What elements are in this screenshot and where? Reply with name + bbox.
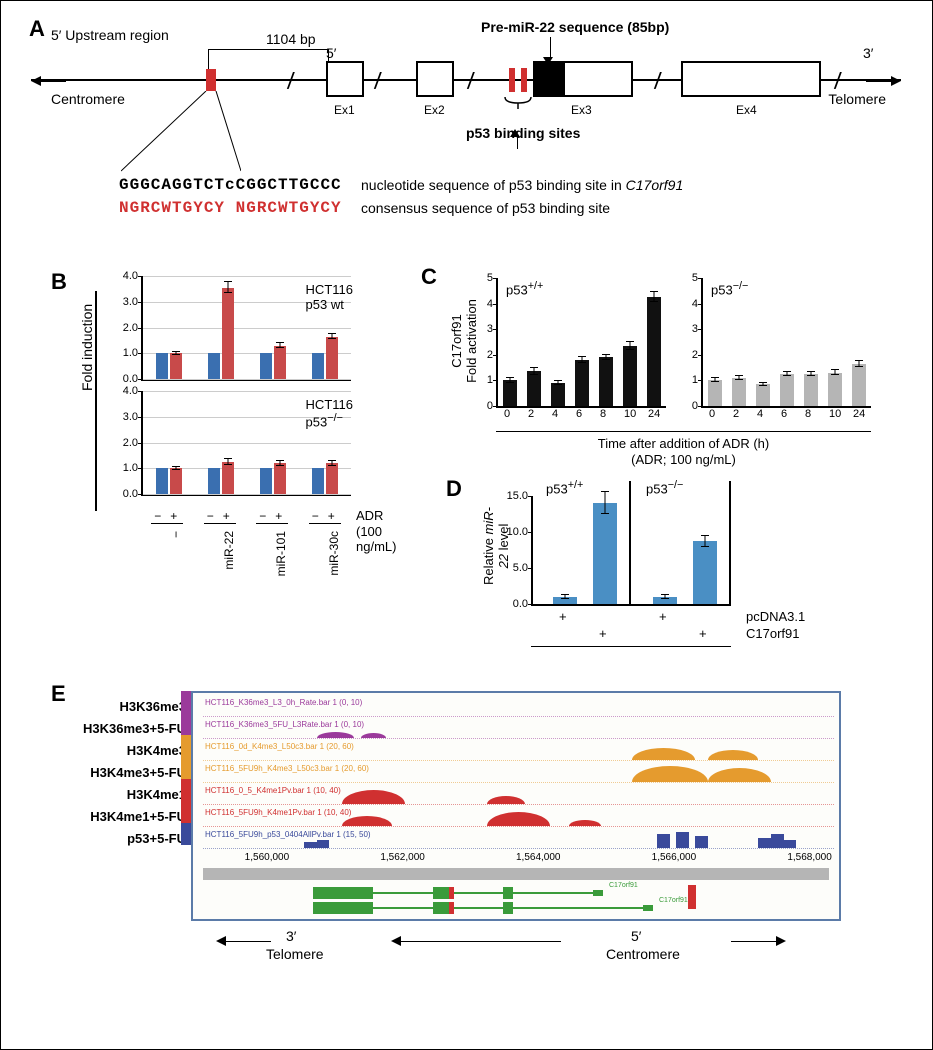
c1-title: p53+/+ <box>506 280 543 297</box>
d-divider <box>629 481 631 606</box>
brace <box>208 49 209 69</box>
chart-c-wt: 012345024681024 p53+/+ <box>496 278 666 408</box>
upstream-label: 5′ Upstream region <box>51 27 169 43</box>
seq1-desc: nucleotide sequence of p53 binding site … <box>361 177 683 193</box>
e-direction-arrow <box>391 936 561 946</box>
c2-title: p53−/− <box>711 280 748 297</box>
c-xlabel2: (ADR; 100 ng/mL) <box>496 452 871 467</box>
zoom-lines <box>121 91 241 176</box>
seq-consensus: NGRCWTGYCY NGRCWTGYCY <box>119 199 342 217</box>
b-yaxis-bar <box>95 291 97 511</box>
bp-label: 1104 bp <box>266 31 316 47</box>
c-ylabel: C17orf91Fold activation <box>449 276 479 406</box>
d-title2: p53−/− <box>646 479 683 496</box>
telomere-label: Telomere <box>828 91 886 107</box>
ex1-label: Ex1 <box>334 103 355 117</box>
b-adr-label: ADR(100 ng/mL) <box>356 508 396 555</box>
e-five: 5′ <box>631 928 641 944</box>
seq2-desc: consensus sequence of p53 binding site <box>361 200 610 216</box>
track-box: HCT116_K36me3_L3_0h_Rate.bar 1 (0, 10)HC… <box>191 691 841 921</box>
e-centromere-arrow <box>731 936 786 946</box>
panel-c: C17orf91Fold activation 012345024681024 … <box>431 266 891 456</box>
ex3-label: Ex3 <box>571 103 592 117</box>
exon2 <box>416 61 454 97</box>
d-title1: p53+/+ <box>546 479 583 496</box>
seq-observed: GGGCAGGTCTcCGGCTTGCCC <box>119 176 342 194</box>
e-telomere-arrow <box>216 936 271 946</box>
d-underline <box>531 646 731 647</box>
ex4-label: Ex4 <box>736 103 757 117</box>
three-prime: 3′ <box>863 45 873 61</box>
d-divider <box>729 481 731 606</box>
b-ylabel: Fold induction <box>79 304 95 391</box>
panel-d: Relative miR-22 level 0.05.010.015.0 p53… <box>461 481 861 661</box>
panel-e: H3K36me3H3K36me3+5-FUH3K4me3H3K4me3+5-FU… <box>51 691 881 1011</box>
e-three: 3′ <box>286 928 296 944</box>
b-xlabels: −+−−+miR-22−+miR-101−+miR-30c <box>141 531 351 586</box>
exon4 <box>681 61 821 97</box>
p53-site-intron <box>509 68 515 92</box>
e-telomere: Telomere <box>266 946 324 962</box>
chart-b-ko: 0.01.02.03.04.0 HCT116p53−/− <box>141 391 351 496</box>
chart-d: 0.05.010.015.0 <box>531 496 731 606</box>
ex2-label: Ex2 <box>424 103 445 117</box>
panel-label-b: B <box>51 269 67 295</box>
e-centromere: Centromere <box>606 946 680 962</box>
telomere-arrow <box>866 76 901 86</box>
p53-site-upstream <box>206 69 216 91</box>
panel-label-d: D <box>446 476 462 502</box>
brace <box>208 49 328 50</box>
centromere-arrow <box>31 76 66 86</box>
context-bar <box>203 868 829 880</box>
b2-title: HCT116p53−/− <box>306 397 353 429</box>
d-row2: C17orf91 <box>746 626 799 641</box>
upstream-p53-mark <box>688 885 696 909</box>
p53-sites-label: p53 binding sites <box>466 125 580 141</box>
five-prime: 5′ <box>326 45 336 61</box>
c-xlabel1: Time after addition of ADR (h) <box>496 436 871 451</box>
premir-arrow <box>547 37 553 65</box>
pre-mir-label: Pre-miR-22 sequence (85bp) <box>481 19 669 35</box>
coords: 1,560,0001,562,0001,564,0001,566,0001,56… <box>193 845 839 863</box>
p53-site-intron <box>521 68 527 92</box>
d-row1: pcDNA3.1 <box>746 609 805 624</box>
centromere-label: Centromere <box>51 91 125 107</box>
exon1 <box>326 61 364 97</box>
panel-b: Fold induction 0.01.02.03.04.0 HCT116p53… <box>81 276 381 586</box>
chart-c-ko: 012345024681024 p53−/− <box>701 278 871 408</box>
pre-mir-region <box>535 63 565 95</box>
chart-b-wt: 0.01.02.03.04.0 HCT116p53 wt <box>141 276 351 381</box>
d-ylabel: Relative miR-22 level <box>481 491 511 601</box>
p53-brace <box>503 95 533 109</box>
color-bar <box>181 691 191 866</box>
b1-title: HCT116p53 wt <box>306 282 353 312</box>
c-xaxis-line <box>496 431 871 432</box>
panel-a: 5′ Upstream region 1104 bp Pre-miR-22 se… <box>31 21 901 241</box>
